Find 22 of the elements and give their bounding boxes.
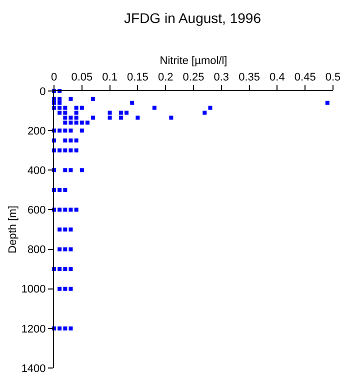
y-tick-label: 1200 xyxy=(21,323,46,336)
y-axis-title: Depth [m] xyxy=(6,206,19,254)
x-tick-label: 0.35 xyxy=(238,72,260,84)
x-tick-label: 0.05 xyxy=(71,72,93,84)
x-tick-label: 0.2 xyxy=(158,72,174,84)
y-tick-label: 1400 xyxy=(21,362,46,375)
chart-title: JFDG in August, 1996 xyxy=(124,10,262,26)
x-tick-label: 0.5 xyxy=(325,72,341,84)
x-tick-label: 0 xyxy=(50,72,58,84)
y-tick-label: 200 xyxy=(27,125,46,138)
x-tick-label: 0.3 xyxy=(214,72,230,84)
x-tick-label: 0.4 xyxy=(270,72,285,84)
y-tick-label: 0 xyxy=(40,86,46,98)
y-tick-label: 1000 xyxy=(21,284,46,296)
x-axis-title: Nitrite [µmol/l] xyxy=(160,55,228,68)
x-tick-label: 0.15 xyxy=(126,72,148,84)
y-tick-label: 600 xyxy=(27,204,46,217)
y-tick-label: 800 xyxy=(27,244,46,256)
y-tick-label: 400 xyxy=(27,164,46,177)
x-tick-label: 0.25 xyxy=(182,72,204,84)
x-tick-label: 0.45 xyxy=(294,72,316,84)
x-tick-label: 0.1 xyxy=(102,72,118,84)
